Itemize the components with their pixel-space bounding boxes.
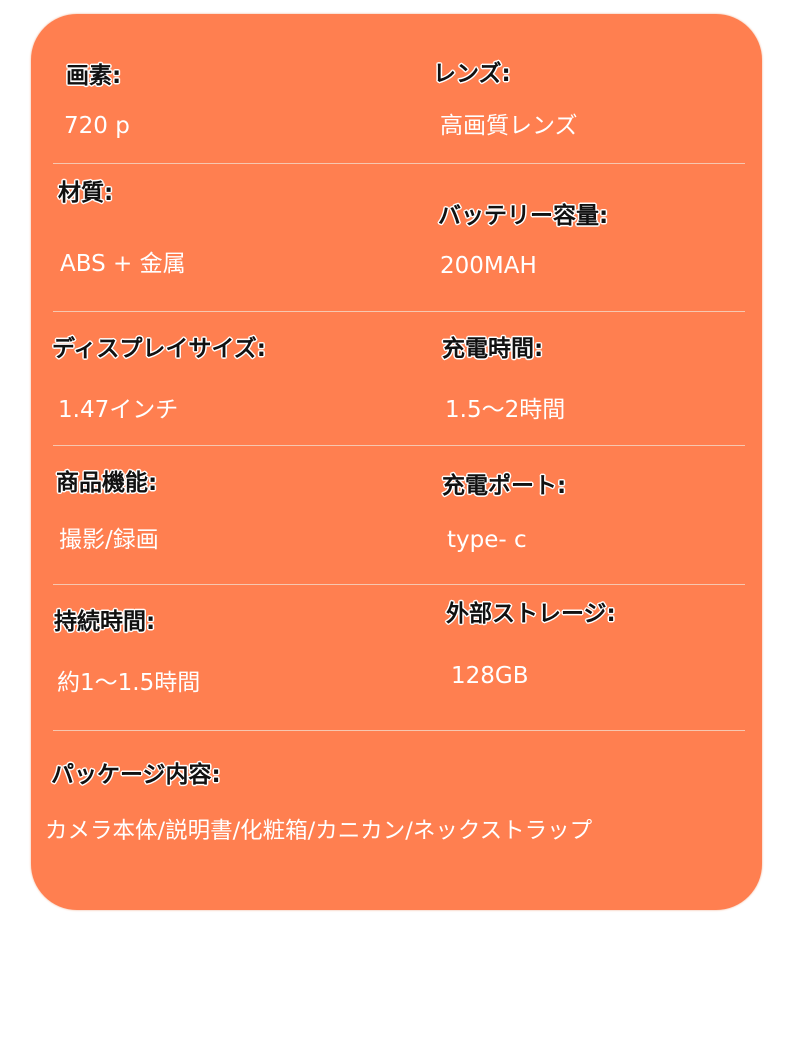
spec-label-resolution: 画素:: [66, 63, 122, 89]
spec-value-package: カメラ本体/説明書/化粧箱/カニカン/ネックストラップ: [45, 818, 593, 844]
spec-label-package: パッケージ内容:: [51, 762, 221, 788]
spec-label-lens: レンズ:: [433, 61, 511, 87]
spec-label-runtime: 持続時間:: [54, 609, 156, 635]
divider: [53, 311, 745, 312]
spec-value-battery: 200MAH: [440, 253, 537, 279]
spec-label-battery: バッテリー容量:: [438, 203, 609, 229]
spec-label-material: 材質:: [58, 180, 114, 206]
divider: [53, 445, 745, 446]
spec-label-functions: 商品機能:: [56, 470, 158, 496]
divider: [53, 163, 745, 164]
spec-value-charge-port: type- c: [447, 527, 527, 553]
spec-label-charge-port: 充電ポート:: [442, 473, 567, 499]
spec-value-display: 1.47インチ: [58, 397, 179, 423]
spec-value-functions: 撮影/録画: [59, 527, 159, 553]
spec-value-material: ABS + 金属: [60, 251, 186, 277]
spec-value-runtime: 約1～1.5時間: [57, 670, 201, 696]
divider: [53, 584, 745, 585]
divider: [53, 730, 745, 731]
spec-label-display: ディスプレイサイズ:: [52, 336, 266, 362]
spec-label-charge-time: 充電時間:: [442, 336, 544, 362]
spec-label-storage: 外部ストレージ:: [446, 601, 616, 627]
spec-value-storage: 128GB: [451, 663, 529, 689]
spec-value-charge-time: 1.5～2時間: [445, 397, 566, 423]
spec-value-lens: 高画質レンズ: [440, 113, 578, 139]
spec-value-resolution: 720 p: [64, 113, 130, 139]
